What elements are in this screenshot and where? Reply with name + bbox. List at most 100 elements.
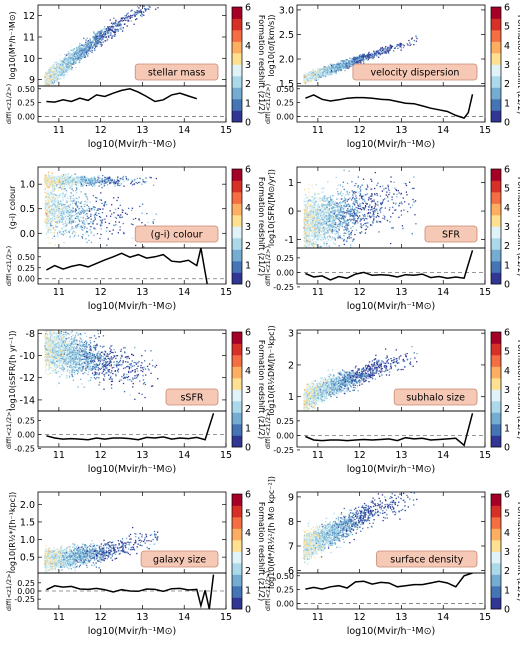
data-point [126, 16, 128, 19]
data-point [376, 55, 378, 57]
data-point [56, 205, 59, 207]
data-point [65, 64, 67, 67]
data-point [305, 83, 307, 86]
data-point [379, 54, 381, 56]
data-point [371, 54, 373, 57]
data-point [57, 74, 60, 76]
data-point [362, 60, 365, 63]
data-point [350, 58, 353, 61]
data-point [45, 71, 47, 74]
colorbar-tick-label: 5 [504, 22, 510, 33]
data-point [87, 50, 90, 52]
data-point [322, 71, 324, 74]
data-point [80, 211, 82, 213]
data-point [49, 78, 51, 80]
data-point [318, 73, 320, 75]
data-point [314, 74, 316, 76]
data-point [52, 75, 54, 77]
data-point [59, 59, 61, 61]
data-point [78, 56, 81, 58]
data-point [58, 67, 61, 69]
data-point [356, 59, 358, 61]
data-point [69, 55, 72, 58]
data-point [57, 76, 59, 79]
data-point [303, 76, 305, 78]
data-point [103, 32, 105, 34]
data-point [316, 74, 318, 76]
data-point [90, 43, 92, 45]
data-point [85, 46, 87, 48]
data-point [335, 66, 338, 68]
data-point [84, 48, 86, 51]
data-point [46, 83, 48, 85]
data-point [93, 39, 96, 41]
data-point [58, 65, 60, 67]
data-point [389, 46, 391, 48]
data-point [47, 75, 49, 77]
data-point [342, 63, 344, 65]
data-point [349, 59, 351, 61]
data-point [65, 59, 67, 61]
data-point [381, 49, 384, 52]
data-point [369, 55, 372, 58]
data-point [106, 31, 108, 34]
data-point [351, 62, 353, 65]
data-point [65, 61, 68, 64]
data-point [138, 181, 140, 184]
data-point [357, 56, 359, 59]
data-point [307, 73, 309, 76]
data-point [307, 75, 309, 77]
data-point [45, 73, 47, 75]
diff-line [305, 94, 474, 119]
data-point [328, 70, 330, 73]
data-point [139, 11, 141, 13]
data-point [46, 204, 48, 207]
data-point [111, 36, 113, 38]
data-point [360, 57, 363, 59]
data-point [71, 63, 74, 66]
data-point [143, 7, 146, 10]
data-point [94, 49, 96, 51]
data-point [44, 74, 46, 76]
data-point [120, 19, 122, 22]
data-point [319, 70, 321, 72]
data-point [87, 42, 89, 44]
data-point [59, 54, 61, 57]
data-point [333, 69, 336, 71]
data-point [409, 42, 411, 44]
colorbar-segment [232, 76, 242, 88]
data-point [318, 68, 321, 70]
data-point [96, 32, 99, 34]
data-point [59, 65, 61, 67]
data-point [310, 76, 313, 79]
data-point [59, 60, 61, 62]
panel-3: 0.00.51.0(g-i) colour(g-i) colour0.000.2… [5, 165, 266, 313]
data-point [87, 43, 89, 46]
data-point [309, 73, 312, 75]
data-point [113, 17, 115, 19]
data-point [128, 20, 130, 22]
data-point [47, 87, 48, 88]
data-point [87, 45, 89, 47]
data-point [87, 52, 90, 55]
data-point [336, 65, 338, 67]
data-point [84, 52, 86, 54]
data-point [52, 82, 54, 85]
data-point [370, 52, 373, 55]
data-point [55, 61, 58, 64]
data-point [139, 10, 141, 12]
data-point [323, 72, 325, 74]
data-point [114, 35, 116, 38]
data-point [352, 58, 354, 61]
data-point [306, 79, 309, 81]
data-point [116, 28, 118, 31]
data-point [332, 65, 334, 67]
data-point [85, 47, 87, 50]
data-point [352, 61, 354, 63]
data-point [359, 58, 362, 60]
data-point [71, 62, 74, 65]
data-point [88, 46, 90, 49]
data-point [53, 81, 56, 83]
data-point [117, 30, 119, 32]
